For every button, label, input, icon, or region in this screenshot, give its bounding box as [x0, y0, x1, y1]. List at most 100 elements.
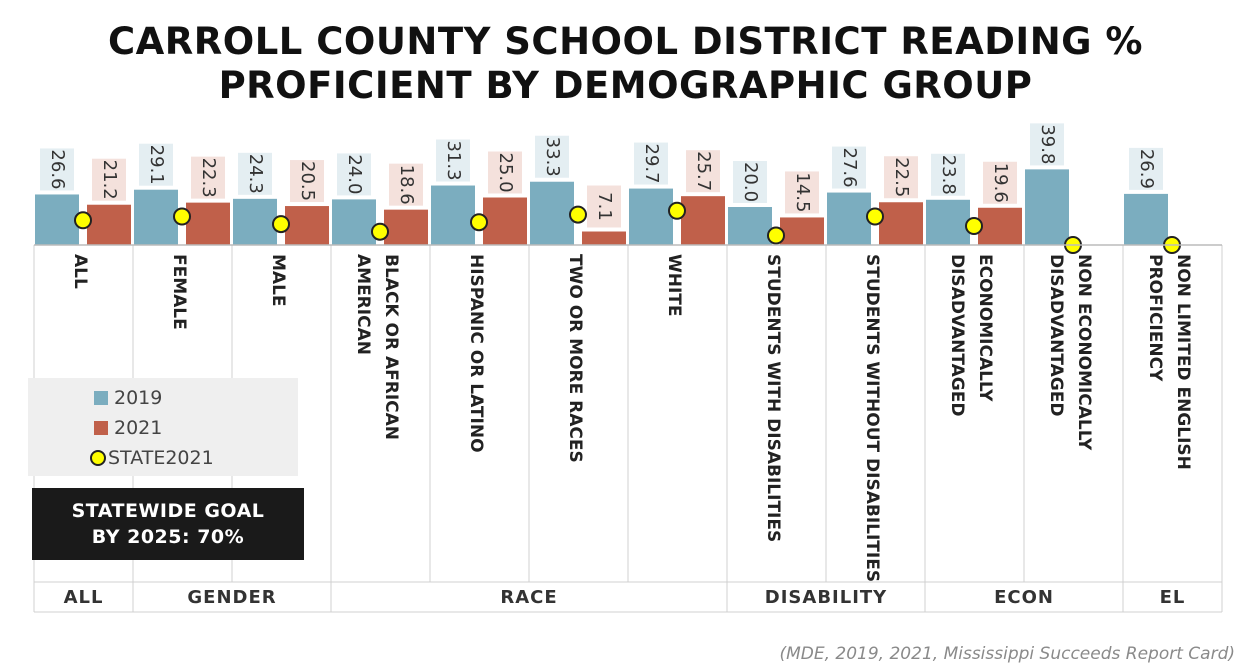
legend-swatch-2019: [94, 391, 108, 405]
data-label-bg-2021: [785, 171, 819, 214]
data-label-bg-2019: [40, 148, 74, 191]
category-label: DISADVANTAGED: [1046, 254, 1066, 416]
data-label-2019: 29.1: [146, 145, 167, 185]
bar-2021: [384, 209, 428, 245]
state2021-marker: [470, 213, 488, 232]
category-label: BLACK OR AFRICAN: [381, 254, 401, 440]
data-label-bg-2019: [139, 143, 173, 186]
data-label-2019: 24.3: [245, 154, 266, 194]
category-label: STUDENTS WITHOUT DISABILITIES: [862, 254, 882, 582]
legend-item-2019: 2019: [94, 386, 162, 410]
data-label-bg-2019: [1030, 123, 1064, 166]
data-label-2019: 33.3: [542, 137, 563, 177]
bar-2019: [35, 194, 79, 245]
group-label: ECON: [994, 587, 1054, 608]
data-label-2021: 25.7: [693, 151, 714, 191]
data-label-bg-2019: [535, 135, 569, 178]
data-label-bg-2021: [587, 185, 621, 228]
legend-item-state: STATE2021: [90, 446, 214, 470]
state2021-marker: [173, 207, 191, 226]
statewide-goal-box: STATEWIDE GOAL BY 2025: 70%: [32, 488, 304, 560]
state2021-marker: [74, 211, 92, 230]
source-citation: (MDE, 2019, 2021, Mississippi Succeeds R…: [779, 644, 1235, 664]
data-label-bg-2021: [191, 156, 225, 199]
data-label-bg-2021: [290, 160, 324, 203]
data-label-2019: 27.6: [839, 148, 860, 188]
category-label: TWO OR MORE RACES: [565, 254, 585, 463]
bar-2021: [582, 231, 626, 245]
bar-2021: [87, 204, 131, 245]
bar-2021: [780, 217, 824, 245]
data-label-bg-2019: [931, 153, 965, 196]
data-label-2021: 19.6: [990, 163, 1011, 203]
data-label-bg-2019: [634, 142, 668, 185]
group-label: RACE: [500, 587, 557, 608]
data-label-2019: 24.0: [344, 154, 365, 194]
data-label-bg-2019: [1129, 147, 1163, 190]
data-label-bg-2019: [832, 146, 866, 189]
bar-2019: [530, 181, 574, 245]
data-label-2019: 26.6: [47, 149, 68, 189]
data-label-2021: 22.5: [891, 157, 912, 197]
data-label-bg-2021: [389, 163, 423, 206]
state2021-marker: [668, 201, 686, 220]
data-label-2021: 22.3: [198, 158, 219, 198]
bar-2021: [186, 202, 230, 245]
data-label-2019: 31.3: [443, 140, 464, 180]
bar-2019: [1124, 193, 1168, 245]
data-label-bg-2021: [92, 158, 126, 201]
data-label-bg-2021: [884, 156, 918, 199]
data-label-bg-2019: [337, 153, 371, 196]
data-label-2019: 23.8: [938, 155, 959, 195]
category-label: PROFICIENCY: [1145, 254, 1165, 382]
legend-label-2021: 2021: [114, 417, 163, 439]
data-label-2021: 21.2: [99, 160, 120, 200]
group-label: DISABILITY: [765, 587, 887, 608]
category-label: STUDENTS WITH DISABILITIES: [763, 254, 783, 542]
group-label: GENDER: [187, 587, 276, 608]
goal-line-2: BY 2025: 70%: [91, 526, 245, 548]
category-label: HISPANIC OR LATINO: [466, 254, 486, 453]
legend-label-state: STATE2021: [108, 447, 214, 469]
data-label-2019: 29.7: [641, 144, 662, 184]
state2021-marker: [965, 217, 983, 235]
chart-title: CARROLL COUNTY SCHOOL DISTRICT READING %…: [0, 20, 1251, 108]
data-label-bg-2019: [733, 161, 767, 203]
legend-dot-state: [90, 450, 106, 466]
category-label: MALE: [268, 254, 288, 307]
data-label-2021: 25.0: [495, 152, 516, 192]
legend-label-2019: 2019: [114, 387, 163, 409]
state2021-marker: [272, 215, 290, 234]
bar-2019: [728, 207, 772, 245]
bar-2019: [332, 199, 376, 245]
data-label-bg-2021: [488, 151, 522, 194]
data-label-2019: 20.0: [740, 162, 761, 202]
legend-item-2021: 2021: [94, 416, 162, 440]
category-label: FEMALE: [169, 254, 189, 330]
data-label-bg-2019: [436, 139, 470, 182]
state2021-marker: [767, 226, 785, 245]
bar-2019: [629, 188, 673, 245]
data-label-bg-2021: [686, 150, 720, 193]
bar-2021: [978, 207, 1022, 245]
bar-2021: [483, 197, 527, 245]
data-label-2021: 14.5: [792, 172, 813, 212]
group-label: EL: [1160, 587, 1186, 608]
state2021-marker: [371, 222, 389, 241]
bar-2019: [1025, 169, 1069, 245]
legend: 2019 2021 STATE2021: [28, 378, 298, 476]
category-label: WHITE: [664, 254, 684, 317]
bar-2019: [431, 185, 475, 245]
data-label-bg-2019: [238, 152, 272, 195]
goal-line-1: STATEWIDE GOAL: [71, 500, 265, 522]
category-label: AMERICAN: [353, 254, 373, 355]
data-label-bg-2021: [983, 161, 1017, 204]
data-label-2021: 18.6: [396, 165, 417, 205]
state2021-marker: [866, 207, 884, 226]
category-label: NON ECONOMICALLY: [1074, 254, 1094, 451]
category-label: NON LIMITED ENGLISH: [1173, 254, 1193, 470]
category-label: ECONOMICALLY: [975, 254, 995, 402]
bar-2019: [233, 198, 277, 245]
